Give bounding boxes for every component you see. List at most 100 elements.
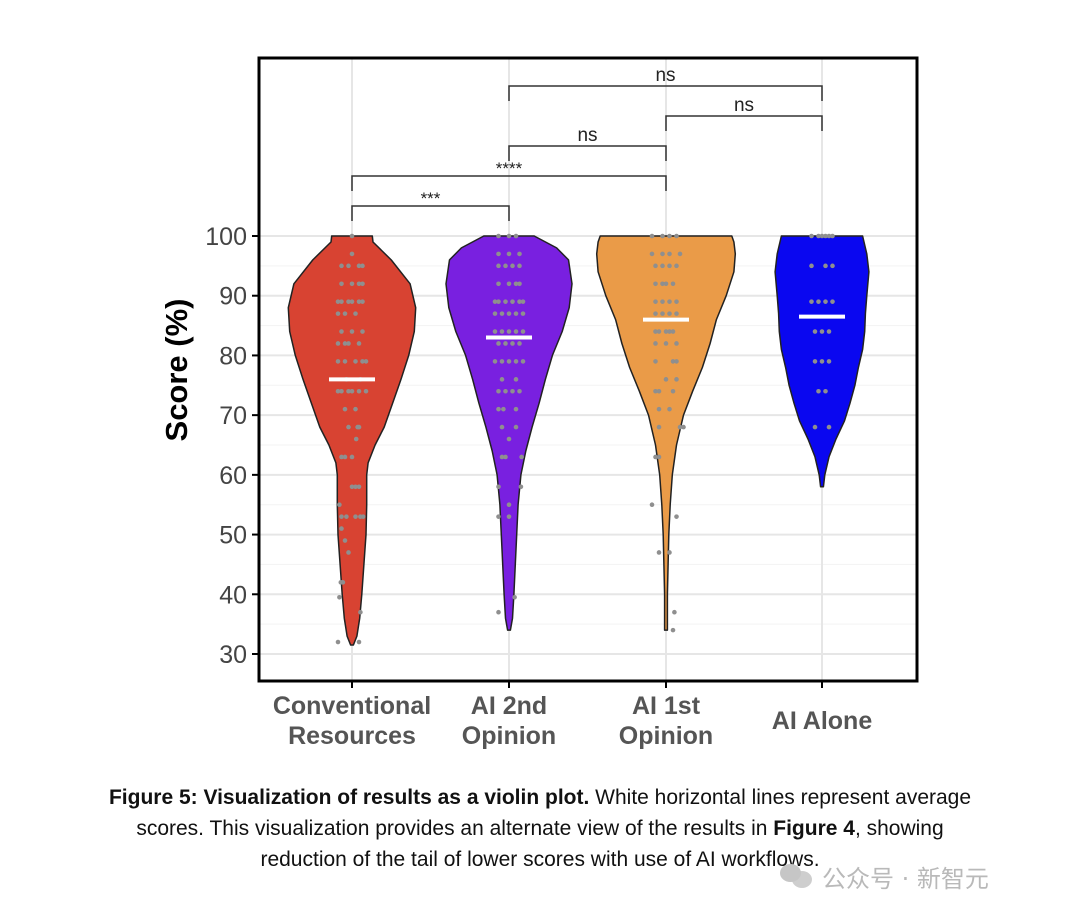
data-point [830,299,835,304]
data-point [823,233,828,239]
caption-figure-label: Figure 5: Visualization of results as a … [108,786,590,809]
data-point [349,299,355,304]
violin-3 [595,235,737,631]
data-point [353,406,358,412]
data-point [510,263,515,269]
data-point [363,359,369,364]
data-point [503,299,508,304]
plot-frame [257,56,919,683]
data-point [496,388,501,394]
x-tick-label: AI 1st [632,692,701,720]
data-point [492,311,498,316]
data-point [510,341,515,346]
data-point [342,454,348,460]
data-point [660,251,665,257]
data-point [674,341,679,346]
data-point [499,311,505,316]
data-point [503,263,508,269]
data-point [344,514,349,519]
data-point [816,299,821,304]
data-point [510,299,515,304]
data-point [653,388,658,394]
caption-text-4: reduction of the tail of lower scores wi… [260,848,820,871]
data-point [496,514,501,519]
figure-caption: Figure 5: Visualization of results as a … [40,782,1040,875]
violins [287,235,870,646]
data-point [674,514,679,519]
data-point [499,454,505,460]
y-tick-label: 30 [219,641,247,669]
data-point [346,341,351,346]
data-point [353,359,358,364]
data-point [346,550,351,555]
data-point [518,484,524,490]
data-point [660,233,665,239]
data-point [653,299,658,304]
data-point [342,341,348,346]
data-point [356,388,362,394]
data-point [499,377,505,382]
significance-label: ns [655,65,675,86]
data-point [670,388,676,394]
data-point [360,299,365,304]
data-point [356,639,362,645]
data-point [492,329,498,334]
data-point [517,263,522,269]
data-point [653,341,658,346]
caption-text-2: scores. This visualization provides an a… [136,817,774,840]
data-point [346,424,351,430]
caption-figure-ref: Figure 4 [773,817,855,840]
data-point [670,329,676,334]
data-point [520,329,526,334]
data-point [670,627,676,633]
data-point [826,233,832,239]
significance-bracket [351,205,510,221]
data-point [506,329,512,334]
data-point [677,251,683,257]
data-point [349,484,355,490]
data-point [503,341,508,346]
data-point [353,484,358,490]
data-point [513,377,519,382]
significance-bracket [665,115,823,131]
data-point [656,550,662,555]
data-point [656,424,662,430]
data-point [337,594,342,600]
data-point [660,311,665,316]
watermark-text: 公众号 · 新智元 [822,864,989,893]
data-point [506,359,512,364]
data-point [340,580,346,585]
data-point [653,359,658,364]
data-point [339,263,344,269]
data-point [513,281,519,287]
data-point [339,329,344,334]
data-point [670,281,676,287]
data-point [513,359,519,364]
x-tick-label: Resources [288,722,416,750]
data-point [809,263,814,269]
significance-bracket [351,175,667,191]
data-point [812,424,818,430]
caption-text-1: White horizontal lines represent average [589,786,972,809]
significance-bracket [508,145,667,161]
data-point [353,311,358,316]
data-point [496,341,501,346]
data-point [510,388,515,394]
data-point [667,299,672,304]
data-point [513,424,519,430]
data-point [517,341,522,346]
data-point [667,311,672,316]
x-tick-label: AI Alone [772,707,873,735]
data-point [496,484,501,490]
data-point [667,406,672,412]
data-point [670,359,676,364]
y-tick-label: 90 [219,283,247,311]
y-tick-label: 80 [219,342,247,370]
caption-text-3: , showing [854,817,944,840]
data-point [816,388,821,394]
data-point [656,454,662,460]
data-point [649,251,655,257]
data-point [826,329,832,334]
